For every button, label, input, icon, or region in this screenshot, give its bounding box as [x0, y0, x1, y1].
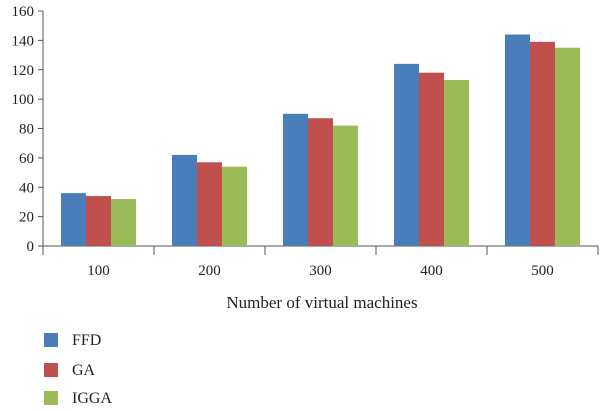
legend-swatch-ga — [44, 363, 58, 377]
y-tick-label: 0 — [27, 239, 35, 255]
x-tick-label: 300 — [309, 263, 332, 279]
y-tick-label: 160 — [12, 4, 35, 20]
y-tick-label: 120 — [12, 63, 35, 79]
legend-label-ga: GA — [72, 362, 96, 379]
bar-ffd-100 — [61, 193, 86, 246]
y-tick-label: 140 — [12, 33, 35, 49]
legend-swatch-igga — [44, 391, 58, 405]
x-tick-label: 500 — [531, 263, 554, 279]
bar-ga-500 — [530, 41, 555, 246]
bar-ffd-300 — [283, 113, 308, 246]
bar-igga-100 — [111, 199, 136, 246]
bar-ga-100 — [86, 196, 111, 246]
y-tick-label: 80 — [19, 122, 34, 138]
bar-ffd-400 — [394, 63, 419, 246]
legend: FFD GA IGGA — [44, 332, 112, 407]
bar-ffd-500 — [505, 34, 530, 246]
bars — [61, 34, 580, 246]
bar-ga-300 — [308, 118, 333, 246]
y-tick-label: 60 — [19, 151, 34, 167]
bar-ga-200 — [197, 162, 222, 246]
y-tick-label: 20 — [19, 210, 34, 226]
bar-igga-200 — [222, 166, 247, 246]
bar-igga-400 — [444, 80, 469, 246]
x-tick-label: 400 — [420, 263, 443, 279]
y-axis: 0 20 40 60 80 100 120 140 160 — [12, 4, 44, 255]
x-tick-label: 100 — [87, 263, 110, 279]
legend-swatch-ffd — [44, 333, 58, 347]
x-tick-label: 200 — [198, 263, 221, 279]
x-axis: 100 200 300 400 500 — [42, 245, 599, 279]
bar-igga-500 — [555, 47, 580, 246]
y-tick-label: 100 — [12, 92, 35, 108]
bar-ffd-200 — [172, 154, 197, 246]
y-tick-label: 40 — [19, 180, 34, 196]
legend-label-igga: IGGA — [72, 390, 112, 407]
bar-igga-300 — [333, 125, 358, 246]
bar-ga-400 — [419, 72, 444, 246]
legend-label-ffd: FFD — [72, 332, 101, 349]
x-axis-title: Number of virtual machines — [226, 293, 417, 312]
